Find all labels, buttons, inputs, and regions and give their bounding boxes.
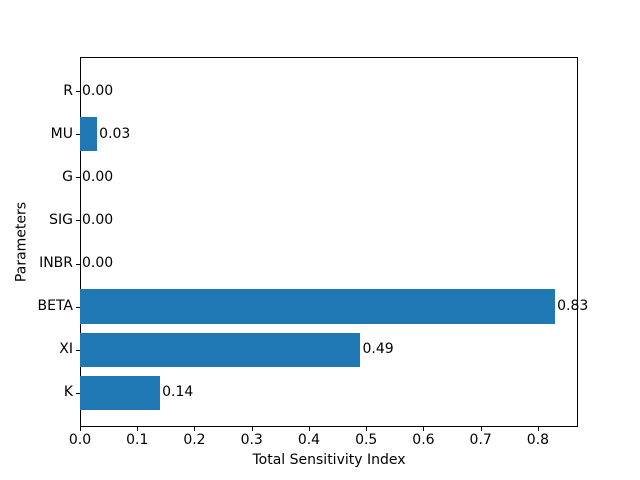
value-label-mu: 0.03 bbox=[99, 125, 131, 142]
bar-xi bbox=[80, 332, 361, 368]
y-tick-label-beta: BETA bbox=[37, 298, 74, 315]
x-tick-label: 0.6 bbox=[412, 432, 435, 448]
x-tick-label: 0.1 bbox=[126, 432, 149, 448]
y-tick-label-sig: SIG bbox=[49, 211, 73, 228]
value-label-xi: 0.49 bbox=[362, 341, 394, 358]
x-tick-label: 0.4 bbox=[297, 432, 321, 448]
x-tick-mark bbox=[251, 427, 253, 431]
x-tick-mark bbox=[308, 427, 310, 431]
bar-mu bbox=[80, 116, 98, 152]
y-tick-label-xi: XI bbox=[59, 341, 73, 358]
bar-k bbox=[80, 375, 161, 411]
value-label-k: 0.14 bbox=[162, 384, 194, 401]
x-axis-label: Total Sensitivity Index bbox=[252, 452, 406, 468]
y-tick-mark bbox=[76, 134, 80, 136]
x-tick-label: 0.5 bbox=[355, 432, 378, 448]
bar-beta bbox=[80, 289, 556, 324]
x-tick-mark bbox=[537, 427, 539, 431]
y-tick-mark bbox=[76, 263, 80, 265]
y-tick-label-r: R bbox=[63, 82, 73, 99]
y-tick-mark bbox=[76, 392, 80, 394]
x-tick-mark bbox=[423, 427, 425, 431]
x-tick-mark bbox=[480, 427, 482, 431]
y-tick-mark bbox=[76, 177, 80, 179]
value-label-inbr: 0.00 bbox=[82, 255, 114, 272]
x-tick-mark bbox=[194, 427, 196, 431]
y-tick-label-inbr: INBR bbox=[39, 255, 73, 272]
value-label-g: 0.00 bbox=[82, 168, 114, 185]
y-tick-mark bbox=[76, 349, 80, 351]
plot-area bbox=[80, 57, 578, 427]
x-tick-label: 0.8 bbox=[526, 432, 550, 448]
x-tick-mark bbox=[80, 427, 81, 431]
x-tick-mark bbox=[366, 427, 368, 431]
value-label-beta: 0.83 bbox=[557, 298, 589, 315]
y-tick-mark bbox=[76, 306, 80, 308]
value-label-r: 0.00 bbox=[82, 82, 114, 99]
value-label-sig: 0.00 bbox=[82, 211, 114, 228]
y-tick-label-g: G bbox=[62, 168, 73, 185]
x-tick-label: 0.2 bbox=[183, 432, 206, 448]
y-tick-label-mu: MU bbox=[50, 125, 73, 142]
y-tick-mark bbox=[76, 91, 80, 93]
x-tick-label: 0.3 bbox=[240, 432, 263, 448]
x-tick-mark bbox=[137, 427, 139, 431]
x-tick-label: 0.7 bbox=[469, 432, 492, 448]
y-tick-mark bbox=[76, 220, 80, 222]
x-tick-label: 0.0 bbox=[68, 432, 92, 448]
y-tick-label-k: K bbox=[63, 384, 73, 401]
